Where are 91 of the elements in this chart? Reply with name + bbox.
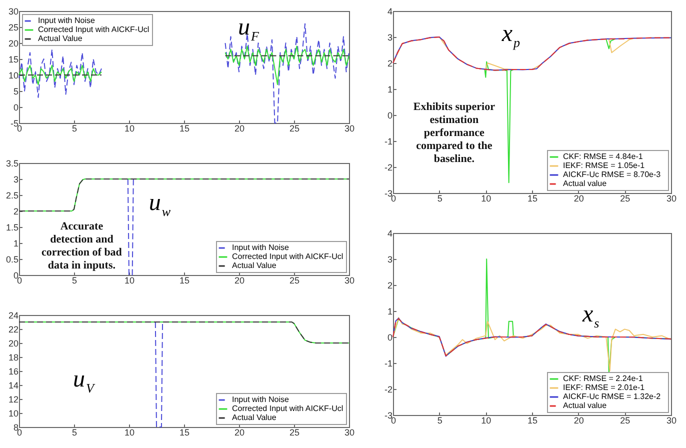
y-tick-label: 30 (8, 6, 18, 16)
x-tick-label: 20 (574, 194, 584, 204)
x-tick-label: 15 (527, 194, 538, 204)
line-series (18, 178, 350, 212)
y-tick-label: -5 (10, 118, 18, 128)
y-tick-label: 12 (8, 394, 18, 404)
x-tick-label: 5 (437, 416, 442, 426)
legend-label: IEKF: RMSE = 2.01e-1 (563, 383, 646, 392)
legend-label: Actual value (563, 401, 608, 410)
legend-label: IEKF: RMSE = 1.05e-1 (563, 161, 646, 170)
x-tick-label: 15 (179, 428, 190, 438)
x-tick-label: 5 (72, 276, 78, 286)
y-tick-label: 16 (8, 366, 18, 376)
legend-label: CKF: RMSE = 4.84e-1 (563, 152, 644, 161)
x-tick-label: 30 (344, 428, 355, 438)
y-tick-label: 1 (387, 84, 392, 94)
y-tick-label: 18 (8, 352, 18, 362)
y-tick-label: 10 (8, 408, 18, 418)
legend-label: Corrected Input with AICKF-Ucl (232, 404, 344, 413)
y-tick-label: 0 (387, 332, 392, 342)
x-tick-label: 20 (234, 428, 245, 438)
x-tick-label: 10 (481, 416, 492, 426)
x-tick-label: 5 (437, 194, 442, 204)
x-tick-label: 10 (124, 428, 135, 438)
x-tick-label: 15 (527, 416, 538, 426)
y-tick-label: 0 (387, 110, 392, 120)
legend-label: Input with Noise (232, 395, 290, 404)
x-tick-label: 25 (620, 416, 630, 426)
x-tick-label: 5 (72, 124, 78, 134)
y-tick-label: 2 (387, 58, 392, 68)
legend-label: Actual Value (232, 261, 277, 270)
y-tick-label: 3.5 (6, 158, 18, 168)
legend-label: Actual Value (38, 34, 83, 43)
x-tick-label: 25 (289, 124, 300, 134)
x-tick-label: 30 (344, 124, 355, 134)
y-tick-label: 0 (13, 102, 18, 112)
y-tick-label: 14 (8, 380, 18, 390)
x-tick-label: 25 (289, 276, 300, 286)
x-tick-label: 10 (124, 124, 135, 134)
legend-label: AICKF-Uc RMSE = 8.70e-3 (563, 170, 662, 179)
y-tick-label: -1 (384, 358, 392, 368)
x-tick-label: 30 (344, 276, 355, 286)
legend-label: Corrected Input with AICKF-Ucl (38, 25, 150, 34)
line-series (18, 322, 350, 344)
x-tick-label: 30 (666, 416, 677, 426)
y-tick-label: -3 (384, 410, 392, 420)
y-tick-label: 2 (387, 280, 392, 290)
y-tick-label: 1 (387, 306, 392, 316)
y-tick-label: 1 (13, 238, 18, 248)
y-tick-label: 1.5 (6, 222, 18, 232)
x-tick-label: 10 (124, 276, 135, 286)
x-tick-label: 25 (620, 194, 630, 204)
annotation: Accurate detection and correction of bad data in inputs. (41, 220, 122, 272)
x-tick-label: 20 (574, 416, 584, 426)
x-tick-label: 10 (481, 194, 492, 204)
y-tick-label: 25 (8, 22, 18, 32)
y-tick-label: 4 (387, 228, 392, 238)
y-tick-label: 3 (13, 174, 18, 184)
y-tick-label: 10 (8, 70, 18, 80)
y-tick-label: 3 (387, 32, 392, 42)
y-tick-label: 15 (8, 54, 18, 64)
y-tick-label: 2 (13, 206, 18, 216)
legend-label: CKF: RMSE = 2.24e-1 (563, 374, 644, 383)
legend-label: Corrected Input with AICKF-Ucl (232, 252, 344, 261)
x-tick-label: 30 (666, 194, 677, 204)
y-tick-label: 2.5 (6, 190, 18, 200)
x-tick-label: 15 (179, 124, 190, 134)
legend-label: AICKF-Uc RMSE = 1.32e-2 (563, 392, 662, 401)
y-tick-label: -2 (384, 162, 392, 172)
y-tick-label: -2 (384, 384, 392, 394)
y-tick-label: -3 (384, 188, 392, 198)
legend-label: Actual value (563, 179, 608, 188)
legend-label: Actual Value (232, 413, 277, 422)
y-tick-label: 20 (8, 38, 18, 48)
legend-label: Input with Noise (232, 243, 290, 252)
y-tick-label: 20 (8, 338, 18, 348)
y-tick-label: 4 (387, 6, 392, 16)
x-tick-label: 20 (234, 276, 245, 286)
x-tick-label: 20 (234, 124, 245, 134)
legend-label: Input with Noise (38, 16, 96, 25)
y-tick-label: 5 (13, 86, 18, 96)
annotation: Exhibits superior estimation performance compared to the baseline. (413, 100, 496, 165)
y-tick-label: 3 (387, 254, 392, 264)
x-tick-label: 5 (72, 428, 78, 438)
x-tick-label: 15 (179, 276, 190, 286)
y-tick-label: 24 (8, 310, 18, 320)
y-tick-label: -1 (384, 136, 392, 146)
x-tick-label: 25 (289, 428, 300, 438)
y-tick-label: 22 (8, 324, 18, 334)
y-tick-label: 0.5 (6, 254, 18, 264)
y-tick-label: 8 (13, 422, 18, 432)
